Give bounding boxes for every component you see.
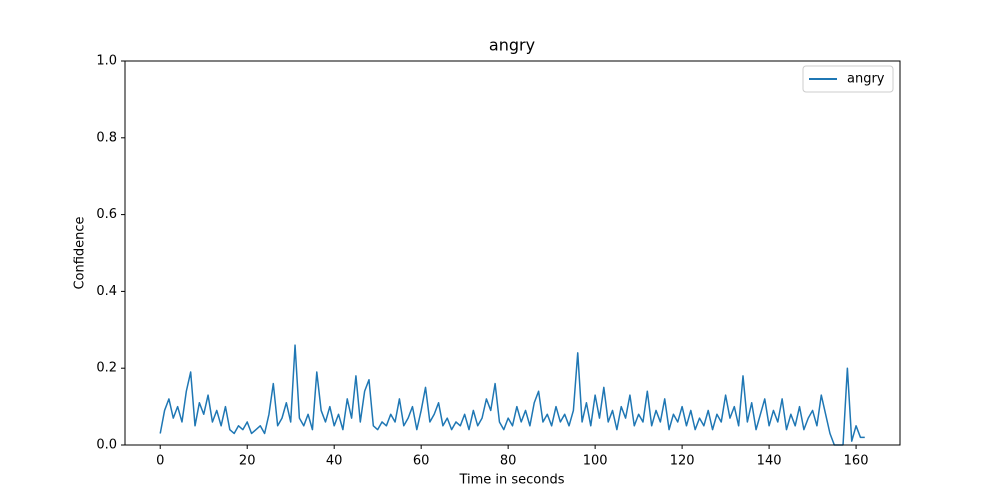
y-tick-label: 0.2 (96, 361, 117, 376)
y-tick-label: 0.6 (96, 207, 117, 222)
data-line (159, 344, 865, 446)
legend-label: angry (847, 72, 885, 87)
x-tick-label: 20 (239, 454, 256, 469)
x-tick-label: 140 (757, 454, 782, 469)
x-tick-label: 40 (326, 454, 343, 469)
x-tick-label: 160 (844, 454, 869, 469)
x-tick-label: 120 (670, 454, 695, 469)
x-tick-label: 80 (500, 454, 517, 469)
x-axis-label: Time in seconds (458, 473, 564, 488)
y-tick-label: 0.0 (96, 438, 117, 453)
y-axis-label: Confidence (73, 216, 88, 289)
y-tick-label: 0.4 (96, 284, 117, 299)
legend-box (802, 65, 894, 93)
plot-frame (124, 60, 901, 446)
y-tick-label: 0.8 (96, 130, 117, 145)
x-tick-label: 0 (156, 454, 164, 469)
x-tick-label: 100 (583, 454, 608, 469)
y-tick-label: 1.0 (96, 54, 117, 69)
x-tick-label: 60 (413, 454, 430, 469)
chart-title: angry (489, 36, 535, 55)
